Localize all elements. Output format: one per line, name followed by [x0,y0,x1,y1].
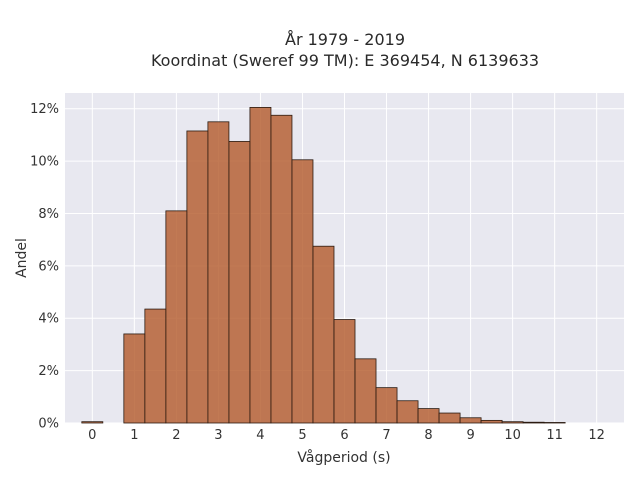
y-tick-label: 4% [38,312,59,327]
y-axis-label: Andel [14,238,30,278]
y-tick-label: 10% [30,155,59,170]
histogram-bar [186,130,209,424]
histogram-bar [144,308,167,424]
histogram-bar [270,114,293,424]
histogram-bar [207,121,230,424]
x-tick-label: 2 [172,428,180,443]
histogram-bar [312,245,335,424]
histogram-bar [543,422,566,424]
x-tick-label: 7 [382,428,390,443]
chart-title-line2: Koordinat (Sweref 99 TM): E 369454, N 61… [151,51,539,70]
y-tick-label: 2% [38,364,59,379]
x-tick-label: 5 [298,428,306,443]
y-tick-label: 6% [38,259,59,274]
histogram-bar [333,319,356,424]
y-tick-labels: 0% 2% 4% 6% 8% 10% 12% [30,102,59,431]
y-tick-label: 8% [38,207,59,222]
chart-title-line1: År 1979 - 2019 [285,30,405,49]
histogram-bar [81,421,104,424]
histogram-bar [480,419,503,424]
histogram-bar [123,333,146,424]
histogram-bar [417,408,440,424]
histogram-bar [165,210,188,424]
histogram-bar [438,412,461,424]
x-tick-label: 6 [340,428,348,443]
x-tick-label: 8 [424,428,432,443]
histogram-bar [249,107,272,424]
x-tick-label: 12 [588,428,605,443]
x-tick-label: 1 [130,428,138,443]
bars [81,107,566,424]
x-tick-label: 11 [546,428,563,443]
histogram-bar [291,159,314,424]
histogram-bar [375,387,398,424]
x-tick-label: 4 [256,428,264,443]
y-tick-label: 0% [38,417,59,432]
x-tick-label: 3 [214,428,222,443]
y-tick-label: 12% [30,102,59,117]
x-tick-label: 10 [504,428,521,443]
histogram-bar [459,417,482,424]
x-tick-labels: 0 1 2 3 4 5 6 7 8 9 10 11 12 [88,428,605,443]
x-axis-label: Vågperiod (s) [297,449,390,466]
histogram-bar [396,400,419,424]
histogram-bar [354,358,377,424]
x-tick-label: 9 [466,428,474,443]
histogram-bar [501,421,524,424]
histogram-bar [228,141,251,424]
histogram-bar [522,421,545,424]
x-tick-label: 0 [88,428,96,443]
